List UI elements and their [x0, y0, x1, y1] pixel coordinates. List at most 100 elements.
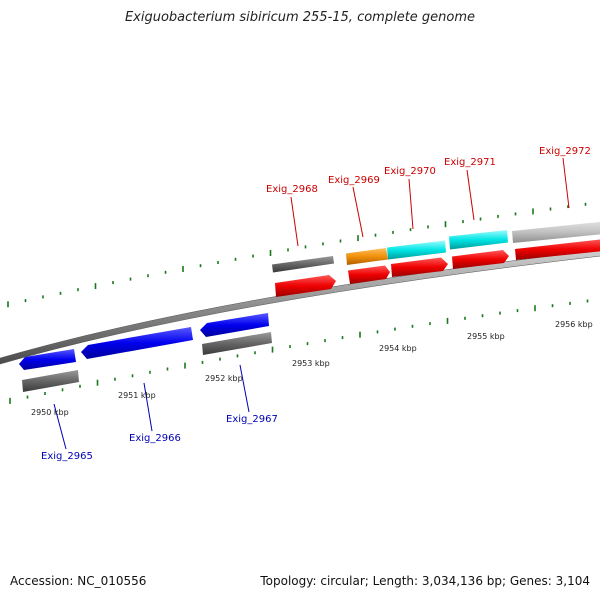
tick-outer-minor	[59, 291, 62, 295]
gene-label-exig-2968[interactable]: Exig_2968	[266, 184, 318, 195]
scale-label-2952: 2952 kbp	[205, 374, 243, 383]
tick-outer-minor	[252, 254, 254, 258]
tick-inner-major	[9, 397, 11, 404]
tick-inner-minor	[149, 370, 151, 374]
tick-inner-minor	[131, 374, 134, 378]
cds-exig-2970-arrow[interactable]	[391, 257, 448, 278]
tick-outer-major	[532, 208, 534, 215]
cds-exig-2968-arrow[interactable]	[275, 275, 336, 297]
gene-label-exig-2971[interactable]: Exig_2971	[444, 157, 496, 168]
tick-outer-minor	[217, 261, 219, 264]
label-callouts	[53, 157, 570, 450]
tick-outer-minor	[77, 288, 79, 292]
tick-inner-minor	[499, 311, 501, 315]
gene-label-exig-2966[interactable]: Exig_2966	[129, 433, 181, 444]
tick-inner-minor	[481, 314, 484, 318]
rrna-exig-2970-feature[interactable]	[387, 240, 446, 260]
callout-exig-2969	[352, 186, 364, 238]
forward-gene-labels: Exig_2968 Exig_2969 Exig_2970 Exig_2971 …	[266, 146, 591, 195]
gene-label-exig-2965[interactable]: Exig_2965	[41, 451, 93, 462]
tick-row-outer	[7, 202, 587, 308]
tick-inner-minor	[376, 330, 379, 334]
cds-exig-2972-arrow[interactable]	[515, 239, 600, 260]
tick-inner-minor	[551, 304, 554, 308]
accession-text: Accession: NC_010556	[10, 574, 147, 588]
gene-exig-2967-feature[interactable]	[202, 332, 272, 355]
forward-strand-lane-outer	[272, 221, 600, 273]
reverse-strand-cds-lane	[19, 313, 269, 370]
tick-outer-minor	[374, 233, 377, 237]
tick-outer-minor	[409, 228, 412, 232]
tick-outer-minor	[567, 205, 569, 209]
tick-outer-minor	[497, 214, 499, 218]
tick-outer-minor	[129, 277, 132, 281]
tick-inner-minor	[219, 357, 221, 361]
gene-label-exig-2970[interactable]: Exig_2970	[384, 166, 436, 177]
tick-inner-major	[96, 379, 99, 386]
genome-backbone	[0, 249, 600, 365]
tick-inner-minor	[394, 327, 396, 331]
gene-exig-2968-feature[interactable]	[272, 256, 334, 273]
callout-exig-2967	[239, 364, 250, 413]
cds-exig-2965-arrow[interactable]	[19, 349, 76, 370]
tick-inner-minor	[236, 354, 239, 358]
gene-exig-2972-feature[interactable]	[512, 221, 600, 244]
cds-exig-2971-arrow[interactable]	[452, 250, 509, 269]
reverse-gene-labels: Exig_2965 Exig_2966 Exig_2967	[41, 414, 278, 462]
tick-inner-minor	[586, 299, 589, 303]
rrna-exig-2971-feature[interactable]	[449, 230, 508, 250]
tick-outer-minor	[164, 270, 167, 274]
tick-outer-minor	[287, 248, 289, 252]
forward-strand-cds-lane	[275, 239, 600, 297]
map-title: Exiguobacterium sibiricum 255-15, comple…	[124, 10, 476, 25]
tick-inner-minor	[429, 322, 431, 326]
tick-outer-minor	[479, 217, 482, 221]
tick-outer-minor	[392, 230, 394, 234]
tick-outer-minor	[24, 299, 27, 303]
tick-inner-minor	[411, 324, 414, 328]
gene-label-exig-2969[interactable]: Exig_2969	[328, 175, 380, 186]
callout-exig-2971	[466, 169, 475, 221]
tick-outer-major	[7, 301, 9, 308]
gene-exig-2965-feature[interactable]	[22, 370, 79, 392]
tick-inner-minor	[464, 316, 466, 320]
tick-inner-minor	[306, 342, 309, 346]
tick-inner-minor	[114, 377, 116, 381]
gene-label-exig-2967[interactable]: Exig_2967	[226, 414, 278, 425]
gene-label-exig-2972[interactable]: Exig_2972	[539, 146, 591, 157]
tick-outer-major	[182, 266, 184, 272]
tick-outer-minor	[147, 274, 149, 278]
tick-inner-minor	[516, 309, 519, 313]
reverse-strand-lane-inner	[22, 332, 272, 392]
tick-inner-minor	[166, 367, 169, 371]
cds-exig-2969-arrow[interactable]	[348, 265, 390, 285]
tick-outer-minor	[514, 212, 517, 216]
tick-outer-minor	[199, 264, 202, 268]
scale-label-2951: 2951 kbp	[118, 391, 156, 400]
callout-exig-2965	[53, 403, 67, 450]
scale-label-2953: 2953 kbp	[292, 359, 330, 368]
tick-outer-major	[357, 235, 359, 242]
scale-label-2955: 2955 kbp	[467, 332, 505, 341]
tick-outer-minor	[427, 225, 429, 229]
scale-label-2954: 2954 kbp	[379, 344, 417, 353]
cds-exig-2966-arrow[interactable]	[81, 327, 193, 359]
tick-inner-major	[534, 305, 536, 312]
tick-outer-major	[94, 283, 97, 290]
cds-exig-2967-arrow[interactable]	[200, 313, 269, 337]
tick-outer-major	[269, 250, 272, 256]
tick-inner-minor	[44, 392, 46, 395]
tick-outer-minor	[339, 239, 342, 243]
callout-exig-2972	[562, 157, 570, 209]
tick-row-inner	[9, 299, 589, 404]
tick-inner-major	[184, 362, 186, 369]
tick-outer-minor	[234, 257, 237, 261]
trna-exig-2969-feature[interactable]	[346, 248, 388, 265]
tick-outer-minor	[112, 281, 114, 285]
tick-inner-minor	[26, 395, 29, 399]
tick-outer-major	[444, 221, 447, 228]
tick-outer-minor	[462, 220, 464, 224]
tick-outer-minor	[304, 245, 307, 249]
scale-label-2950: 2950 kbp	[31, 408, 69, 417]
